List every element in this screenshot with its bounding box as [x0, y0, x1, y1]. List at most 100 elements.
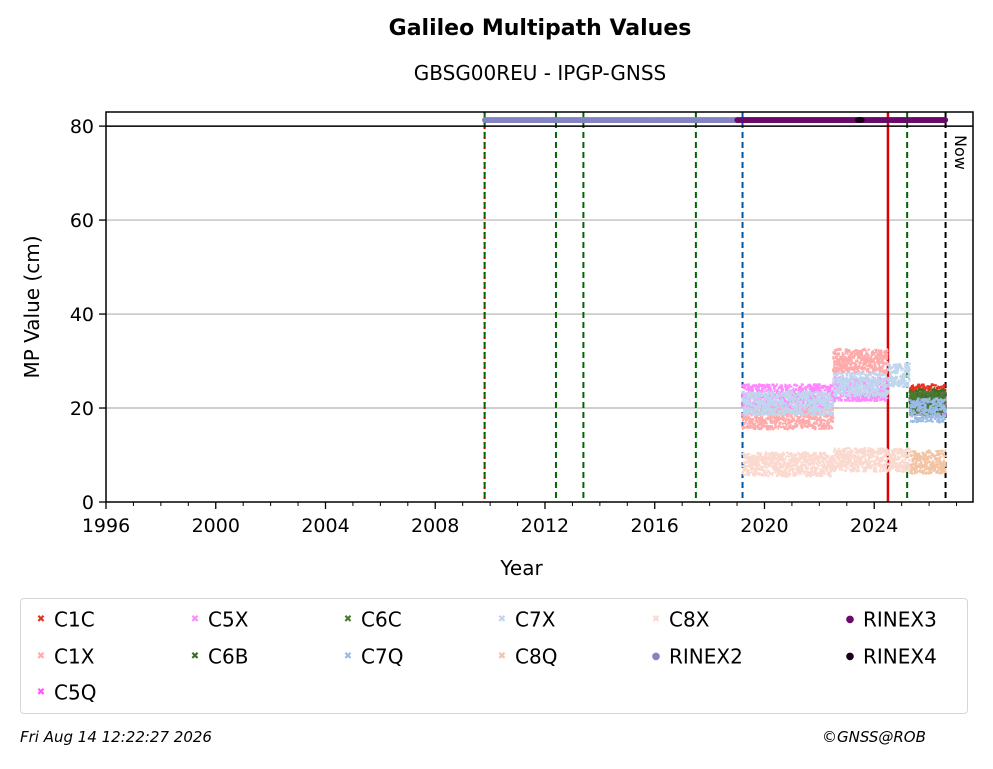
data-point [909, 414, 912, 417]
data-point [773, 400, 777, 403]
data-point [859, 374, 861, 378]
data-point [764, 409, 767, 412]
data-point [826, 393, 828, 395]
data-point [824, 457, 827, 460]
data-point [940, 449, 944, 453]
data-point [903, 373, 906, 376]
data-point [755, 410, 759, 414]
data-point [859, 386, 862, 389]
data-point [854, 366, 857, 369]
data-point [926, 402, 930, 406]
data-point [838, 362, 841, 366]
data-point [943, 414, 947, 417]
data-point [798, 416, 802, 419]
data-point [771, 403, 775, 407]
data-point [753, 401, 755, 404]
data-point [756, 425, 759, 428]
data-point [841, 354, 845, 358]
data-point [754, 400, 758, 403]
data-point [923, 471, 926, 474]
data-point [940, 465, 944, 468]
data-point [759, 452, 763, 455]
data-point [884, 399, 888, 402]
data-point [942, 405, 946, 409]
data-point [842, 387, 846, 391]
data-point [760, 465, 763, 468]
data-point [749, 424, 752, 428]
data-point [886, 389, 889, 393]
data-point [757, 410, 760, 413]
data-point [857, 393, 860, 396]
data-point [908, 408, 912, 412]
data-point [795, 468, 799, 472]
data-point [851, 399, 855, 402]
data-point [816, 385, 819, 388]
data-point [884, 381, 887, 384]
data-point [785, 393, 789, 397]
data-point [821, 418, 825, 422]
data-point [795, 400, 799, 403]
data-point [808, 421, 811, 425]
data-point [813, 391, 816, 394]
data-point [923, 466, 926, 469]
data-point [807, 411, 810, 414]
data-point [747, 457, 751, 461]
data-point [918, 386, 921, 390]
data-point [919, 467, 922, 470]
data-point [798, 407, 801, 410]
data-point [776, 473, 779, 476]
data-point [878, 365, 881, 368]
data-point [931, 406, 935, 409]
data-point [934, 402, 938, 405]
data-point [856, 369, 860, 373]
data-point [858, 363, 861, 367]
data-point [913, 393, 916, 397]
data-point [805, 403, 809, 406]
data-point [937, 420, 941, 424]
data-point [939, 415, 942, 418]
data-point [923, 410, 926, 414]
data-point [943, 417, 946, 421]
data-point [801, 403, 804, 406]
data-point [829, 420, 833, 423]
data-point [781, 453, 786, 456]
data-point [816, 404, 820, 407]
data-point [925, 396, 929, 399]
data-point [805, 393, 808, 396]
data-point [826, 421, 829, 425]
data-point [835, 355, 839, 358]
data-point [915, 403, 917, 407]
data-point [798, 452, 801, 456]
data-point [763, 395, 767, 398]
data-point [874, 398, 877, 402]
data-point [775, 407, 778, 410]
data-point [789, 473, 792, 475]
data-point [865, 391, 868, 395]
data-point [814, 403, 817, 406]
data-point [746, 406, 750, 409]
data-point [864, 384, 867, 388]
data-point [761, 407, 765, 410]
data-point [826, 394, 829, 397]
data-point [900, 374, 902, 377]
data-point [772, 401, 776, 404]
data-point [816, 399, 818, 402]
data-point [860, 360, 862, 364]
data-point [851, 352, 854, 355]
data-point [911, 405, 914, 408]
data-point [862, 395, 865, 398]
data-point [933, 454, 937, 457]
data-point [923, 463, 927, 467]
data-point [814, 387, 818, 390]
data-point [782, 402, 785, 405]
data-point [745, 388, 749, 391]
data-point [753, 426, 757, 430]
data-point [844, 366, 847, 369]
data-point [840, 387, 843, 391]
data-point [867, 398, 871, 402]
data-point [923, 460, 927, 464]
data-point [810, 392, 814, 395]
data-point [822, 393, 824, 396]
data-point [758, 417, 761, 419]
data-point [772, 392, 776, 395]
